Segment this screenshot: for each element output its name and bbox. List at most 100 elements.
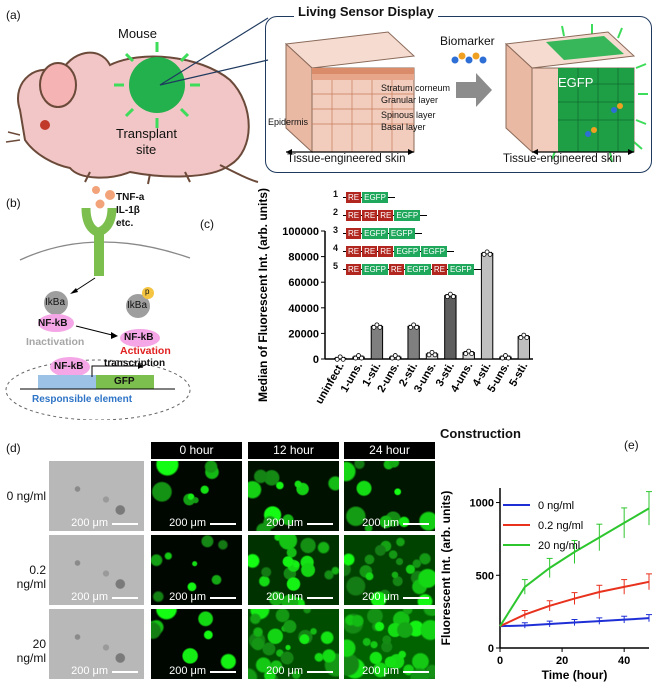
- construct-egfp-box: EGFP: [362, 192, 388, 203]
- bar: [517, 336, 531, 360]
- nfkb-label-3: NF-kB: [54, 361, 84, 372]
- construct-re-box: RE: [388, 264, 405, 275]
- data-point: [334, 356, 340, 362]
- brightfield-image: 200 μm: [49, 609, 144, 679]
- concentration-label: 0.2 ng/ml: [16, 563, 46, 591]
- scale-bar: [210, 671, 236, 673]
- ligand-2: IL-1β: [116, 205, 140, 216]
- scale-bar-label: 200 μm: [71, 517, 108, 529]
- ikba-label-1: IkBa: [45, 297, 66, 308]
- fluorescence-image: 200 μm: [151, 461, 242, 531]
- data-point: [466, 348, 472, 354]
- data-point: [408, 324, 414, 330]
- inactivation-label: Inactivation: [26, 336, 85, 348]
- data-point: [444, 294, 450, 300]
- construct-re-box: RE: [378, 246, 394, 257]
- scale-bar-label: 200 μm: [266, 665, 303, 677]
- x-tick-label: 20: [556, 655, 568, 667]
- data-point: [359, 355, 364, 361]
- data-point: [371, 324, 377, 330]
- data-point: [447, 291, 453, 297]
- data-point: [463, 351, 469, 357]
- time-header: 12 hour: [248, 442, 339, 459]
- scale-bar-label: 200 μm: [362, 517, 399, 529]
- y-tick-label: 100000: [282, 226, 319, 238]
- fluorescence-image: 200 μm: [344, 609, 435, 679]
- construct-row: 2 RE RE RE EGFP: [333, 205, 428, 221]
- arrow-right-icon: [456, 73, 492, 107]
- construct-number: 4: [333, 243, 339, 253]
- construct-re-box: RE: [362, 210, 378, 221]
- biomarker-label: Biomarker: [440, 34, 495, 48]
- construct-number: 1: [333, 189, 339, 199]
- bar-chart: 0 20000 40000 60000 80000 100000 Median of Flu…: [256, 188, 533, 406]
- fluorescence-image: 200 μm: [248, 535, 339, 605]
- nfkb-label-1: NF-kB: [38, 318, 68, 329]
- construct-row: 5 RE EGFP RE EGFP RE EGFP: [333, 259, 481, 275]
- data-point: [484, 249, 490, 255]
- data-point: [377, 324, 383, 330]
- time-header: 24 hour: [344, 442, 435, 459]
- construct-re-box: RE: [346, 246, 362, 257]
- construct-backbone: RE EGFP RE EGFP RE EGFP: [343, 264, 481, 275]
- construct-re-box: RE: [378, 210, 394, 221]
- data-point: [340, 356, 346, 362]
- construct-re-box: RE: [346, 264, 362, 275]
- data-point: [503, 353, 508, 358]
- scale-bar: [307, 597, 333, 599]
- bar: [370, 325, 384, 360]
- y-tick-label: 0: [488, 643, 494, 655]
- data-point: [392, 353, 398, 358]
- scale-bar-label: 200 μm: [169, 665, 206, 677]
- construct-egfp-box: EGFP: [362, 264, 388, 275]
- display-frame: [265, 16, 652, 173]
- skin-block-before: [284, 31, 416, 155]
- layer-label-4: Basal layer: [381, 122, 426, 132]
- data-point: [450, 294, 456, 300]
- construct-backbone: RE RE RE EGFP EGFP: [343, 246, 454, 257]
- scale-bar-label: 200 μm: [362, 591, 399, 603]
- y-axis-label: Fluorescent Int. (arb. units): [440, 491, 453, 646]
- x-tick-label: 40: [618, 655, 630, 667]
- construct-backbone: RE EGFP EGFP: [343, 228, 422, 239]
- data-point: [481, 252, 487, 257]
- time-header: 0 hour: [151, 442, 242, 459]
- construct-re-box: RE: [346, 192, 362, 203]
- scale-bar: [112, 597, 138, 599]
- data-point: [432, 352, 438, 358]
- legend-label: 0 ng/ml: [538, 500, 574, 512]
- data-point: [414, 324, 420, 330]
- data-point: [500, 355, 505, 361]
- panel-c-label: (c): [200, 217, 214, 231]
- bar: [444, 295, 457, 360]
- data-point: [429, 349, 435, 355]
- layer-label-2: Granular layer: [381, 95, 439, 105]
- scale-bar-label: 200 μm: [71, 665, 108, 677]
- tissue-label-left: Tissue-engineered skin: [287, 153, 406, 165]
- layer-label-3: Spinous layer: [381, 110, 436, 120]
- gfp-label: GFP: [114, 376, 135, 387]
- scale-bar-label: 200 μm: [266, 517, 303, 529]
- layer-label-1: Stratum corneum: [381, 83, 451, 93]
- construct-egfp-box: EGFP: [394, 246, 421, 257]
- concentration-label: 20 ng/ml: [16, 637, 46, 665]
- panel-b-label: (b): [6, 196, 21, 210]
- fluorescence-image: 200 μm: [248, 609, 339, 679]
- scale-bar-label: 200 μm: [362, 665, 399, 677]
- tissue-label-right: Tissue-engineered skin: [503, 153, 622, 165]
- data-point: [469, 351, 475, 357]
- scale-bar: [210, 597, 236, 599]
- data-point: [506, 355, 511, 361]
- construct-re-box: RE: [346, 228, 362, 239]
- y-axis-label: Median of Fluorescent Int. (arb. units): [256, 188, 270, 402]
- x-tick-label: 0: [497, 655, 503, 667]
- y-tick-label: 20000: [288, 328, 319, 340]
- scale-bar-label: 200 μm: [169, 591, 206, 603]
- biomarker-icon: [451, 52, 487, 64]
- egfp-label: EGFP: [558, 75, 594, 90]
- data-point: [356, 353, 361, 358]
- construct-re-box: RE: [362, 246, 378, 257]
- construct-re-box: RE: [431, 264, 447, 275]
- x-tick-label: 5-sti.: [507, 361, 530, 389]
- fluorescence-image: 200 μm: [344, 535, 435, 605]
